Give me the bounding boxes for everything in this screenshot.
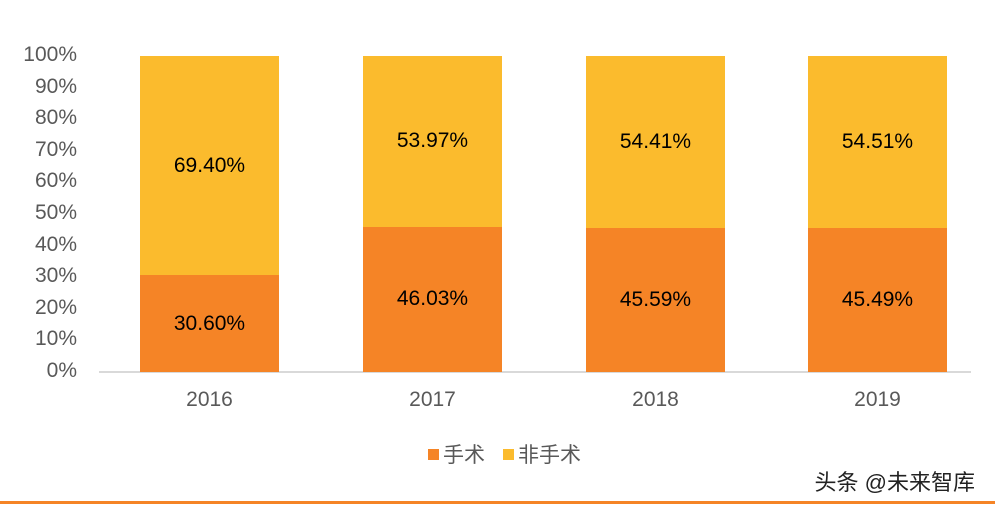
x-axis-baseline (99, 371, 971, 373)
legend-swatch-non-surgery (503, 448, 514, 460)
y-tick-label: 100% (23, 43, 77, 66)
y-tick-label: 90% (34, 74, 77, 98)
data-label: 45.59% (619, 287, 692, 311)
bar-2016: 30.60% 69.40% (140, 56, 279, 372)
bar-2018: 45.59% 54.41% (586, 56, 725, 372)
segment-non-surgery: 54.51% (808, 56, 947, 229)
y-tick-label: 50% (34, 201, 77, 224)
bottom-accent-rule (0, 501, 995, 504)
segment-surgery: 46.03% (363, 226, 502, 372)
legend-label-surgery: 手术 (443, 444, 485, 467)
y-tick-label: 20% (34, 295, 77, 319)
legend-swatch-surgery (428, 448, 439, 460)
data-label: 53.97% (396, 129, 469, 153)
bar-2017: 46.03% 53.97% (363, 56, 502, 372)
y-tick-label: 0% (46, 359, 77, 382)
data-label: 30.60% (173, 311, 246, 335)
data-label: 46.03% (396, 287, 469, 311)
y-tick-label: 30% (34, 264, 77, 288)
legend: 手术 非手术 (428, 439, 599, 469)
data-label: 45.49% (841, 288, 914, 312)
x-tick-label: 2016 (186, 388, 233, 411)
x-tick-label: 2017 (409, 388, 456, 411)
data-label: 54.51% (841, 130, 914, 154)
legend-item-surgery: 手术 (428, 439, 485, 469)
y-tick-label: 60% (34, 169, 77, 193)
segment-surgery: 30.60% (140, 275, 279, 372)
segment-surgery: 45.59% (586, 227, 725, 372)
bar-2019: 45.49% 54.51% (808, 56, 947, 372)
watermark: 头条 @未来智库 (814, 470, 975, 495)
segment-surgery: 45.49% (808, 228, 947, 372)
x-tick-label: 2019 (854, 388, 901, 411)
segment-non-surgery: 54.41% (586, 56, 725, 228)
data-label: 69.40% (173, 153, 246, 177)
y-tick-label: 70% (34, 137, 77, 161)
x-tick-label: 2018 (632, 388, 679, 411)
legend-label-non-surgery: 非手术 (518, 444, 581, 467)
legend-item-non-surgery: 非手术 (503, 439, 581, 469)
segment-non-surgery: 69.40% (140, 56, 279, 276)
data-label: 54.41% (619, 129, 692, 153)
segment-non-surgery: 53.97% (363, 56, 502, 227)
y-tick-label: 10% (34, 327, 77, 351)
y-tick-label: 40% (34, 232, 77, 256)
y-tick-label: 80% (34, 106, 77, 130)
